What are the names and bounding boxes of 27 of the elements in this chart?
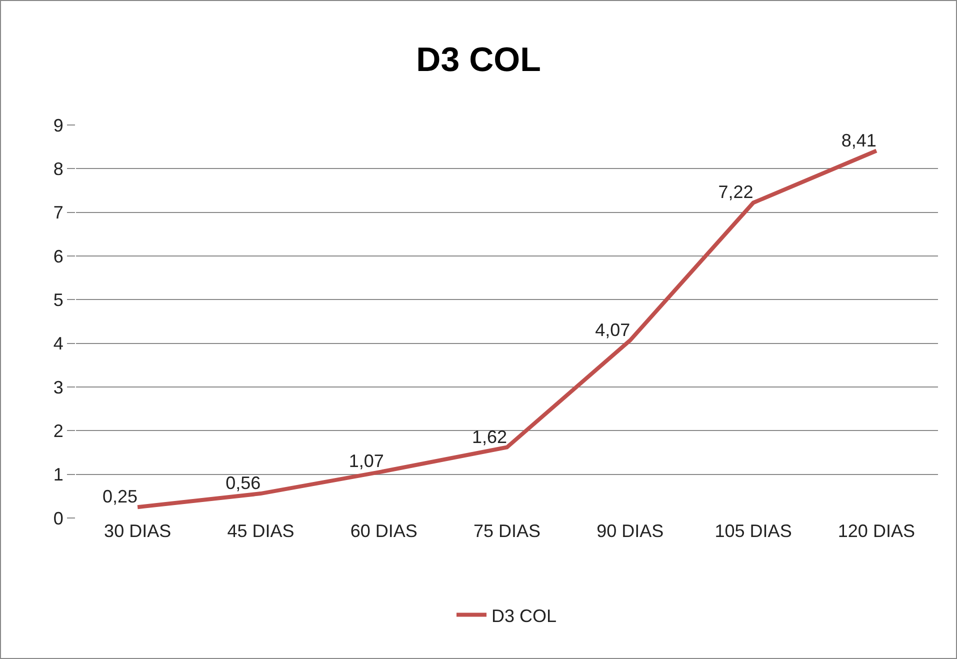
y-tick-label: 4 [53,334,64,354]
y-tick-label: 5 [53,290,64,310]
y-tick-label: 8 [53,158,64,179]
y-tick-label: 3 [53,377,64,398]
y-tick-label: 6 [53,246,64,266]
data-label: 0,56 [226,473,261,494]
y-tick-label: 7 [53,202,64,223]
x-tick-label: 75 DIAS [473,521,541,541]
x-tick-label: 60 DIAS [350,521,418,541]
legend-label: D3 COL [492,606,557,626]
y-tick-label: 0 [53,508,64,528]
x-tick-label: 105 DIAS [714,521,792,541]
x-tick-label: 120 DIAS [838,521,915,541]
y-tick-label: 1 [53,464,64,485]
y-tick-label: 9 [53,115,64,136]
x-tick-label: 30 DIAS [104,521,172,541]
data-label: 4,07 [595,320,630,340]
y-tick-label: 2 [53,420,64,441]
data-label: 1,62 [472,426,507,447]
x-tick-label: 90 DIAS [596,521,664,541]
data-label: 1,07 [348,450,384,471]
data-label: 8,41 [841,130,876,150]
line-series [136,148,878,510]
data-label: 0,25 [102,486,138,507]
data-label: 7,22 [718,182,754,202]
x-tick-label: 45 DIAS [227,521,294,541]
chart-title: D3 COL [416,40,541,79]
